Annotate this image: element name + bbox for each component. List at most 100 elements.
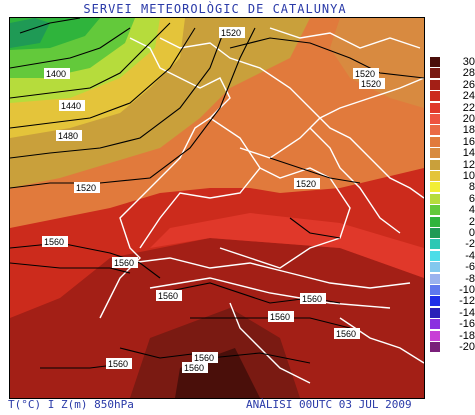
- legend-swatch: [430, 296, 440, 307]
- temperature-geopotential-map: 1520 1520 1520 1400 1440 1480 1520 1520 …: [10, 18, 424, 398]
- legend-item: 4: [430, 204, 475, 217]
- legend-label: -6: [465, 261, 475, 274]
- temp-band-22: [150, 213, 424, 278]
- legend-label: 0: [468, 227, 475, 239]
- temp-band-14: [330, 18, 424, 108]
- legend-swatch: [430, 102, 440, 113]
- legend-item: -20: [430, 341, 475, 353]
- legend-swatch: [430, 57, 440, 67]
- legend-label: -20: [459, 341, 475, 353]
- legend-label: -12: [459, 295, 475, 308]
- legend-label: -14: [459, 306, 475, 319]
- isohypse-labels: 1520 1520 1520 1400 1440 1480 1520 1520 …: [42, 27, 385, 373]
- legend-swatch: [430, 250, 440, 261]
- legend-item: 28: [430, 67, 475, 80]
- legend-swatch: [430, 159, 440, 170]
- legend-item: -4: [430, 249, 475, 262]
- isohypse-label: 1560: [194, 353, 214, 363]
- legend-label: -16: [459, 318, 475, 331]
- isohypse-label: 1440: [61, 101, 81, 111]
- legend-label: -4: [465, 249, 475, 262]
- legend-label: 30: [462, 56, 475, 68]
- legend-swatch: [430, 216, 440, 227]
- legend-label: -18: [459, 329, 475, 342]
- temp-band-0: [10, 18, 50, 48]
- legend-swatch: [430, 79, 440, 90]
- legend-label: 18: [462, 124, 475, 137]
- legend-item: -18: [430, 329, 475, 342]
- legend-label: 22: [462, 101, 475, 114]
- legend-swatch: [430, 114, 440, 124]
- legend-item: -6: [430, 261, 475, 274]
- legend-label: 8: [468, 181, 475, 194]
- legend-label: -2: [465, 238, 475, 251]
- field-label: T(°C) I Z(m) 850hPa: [8, 398, 134, 411]
- legend-item: 26: [430, 78, 475, 91]
- legend-label: -10: [459, 284, 475, 296]
- isohypse-label: 1560: [44, 237, 64, 247]
- legend-item: 18: [430, 124, 475, 137]
- isohypse-label: 1480: [58, 131, 78, 141]
- legend-item: 22: [430, 101, 475, 114]
- legend-swatch: [430, 330, 440, 341]
- legend-item: 2: [430, 216, 475, 228]
- weather-map: 1520 1520 1520 1400 1440 1480 1520 1520 …: [9, 17, 425, 399]
- legend-item: 16: [430, 135, 475, 148]
- legend-swatch: [430, 171, 440, 181]
- coastlines: [99, 27, 424, 384]
- legend-item: 6: [430, 192, 475, 205]
- legend-item: 14: [430, 147, 475, 160]
- legend-label: 14: [462, 147, 475, 160]
- legend-swatch: [430, 91, 440, 102]
- legend-label: 24: [462, 90, 475, 103]
- isohypse-label: 1560: [302, 294, 322, 304]
- isohypse-label: 1520: [76, 183, 96, 193]
- legend-label: 16: [462, 135, 475, 148]
- legend-swatch: [430, 136, 440, 147]
- legend-label: 10: [462, 170, 475, 182]
- temperature-legend: 30 28 26 24 22 20 18 16 14 12 10 8 6 4 2 0 -2 -4 -6 -8 -10 -1…: [430, 56, 475, 354]
- isohypse-label: 1520: [296, 179, 316, 189]
- legend-swatch: [430, 239, 440, 250]
- legend-swatch: [430, 148, 440, 159]
- isohypse-label: 1560: [158, 291, 178, 301]
- legend-label: -8: [465, 272, 475, 285]
- legend-swatch: [430, 307, 440, 318]
- isohypse-label: 1560: [114, 258, 134, 268]
- legend-swatch: [430, 205, 440, 216]
- legend-swatch: [430, 319, 440, 330]
- legend-swatch: [430, 125, 440, 136]
- legend-swatch: [430, 273, 440, 284]
- legend-label: 4: [468, 204, 475, 217]
- legend-label: 28: [462, 67, 475, 80]
- isohypse-label: 1560: [108, 359, 128, 369]
- isohypse-label: 1400: [46, 69, 66, 79]
- isohypse-label: 1560: [184, 363, 204, 373]
- legend-item: 8: [430, 181, 475, 194]
- isohypse-label: 1560: [336, 329, 356, 339]
- legend-item: 20: [430, 113, 475, 125]
- page-title: SERVEI METEOROLÒGIC DE CATALUNYA: [83, 2, 347, 16]
- legend-item: -14: [430, 306, 475, 319]
- legend-swatch: [430, 262, 440, 273]
- temp-band-30: [175, 348, 260, 398]
- legend-item: -16: [430, 318, 475, 331]
- legend-item: -12: [430, 295, 475, 308]
- legend-label: 26: [462, 78, 475, 91]
- isohypse-label: 1520: [221, 28, 241, 38]
- legend-item: 30: [430, 56, 475, 68]
- legend-item: -10: [430, 284, 475, 296]
- legend-label: 6: [468, 192, 475, 205]
- legend-swatch: [430, 228, 440, 238]
- legend-swatch: [430, 68, 440, 79]
- analysis-time-label: ANÀLISI 00UTC 03 JUL 2009: [246, 398, 412, 411]
- legend-item: 0: [430, 227, 475, 239]
- legend-swatch: [430, 182, 440, 193]
- isohypse-label: 1520: [355, 69, 375, 79]
- legend-swatch: [430, 285, 440, 295]
- legend-label: 20: [462, 113, 475, 125]
- legend-item: 10: [430, 170, 475, 182]
- legend-swatch: [430, 342, 440, 352]
- isohypse-label: 1560: [270, 312, 290, 322]
- legend-label: 12: [462, 158, 475, 171]
